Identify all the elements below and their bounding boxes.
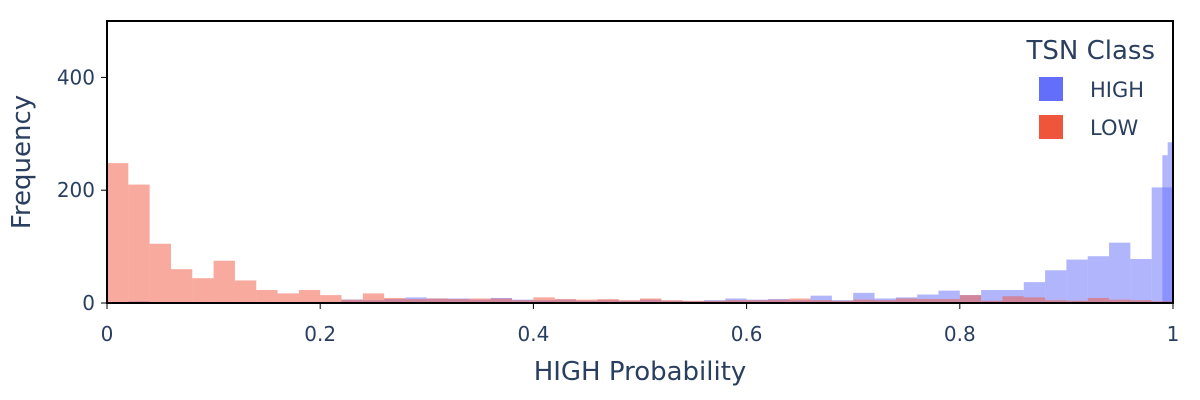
- bar-high-bin-41: [981, 290, 1003, 303]
- legend[interactable]: TSN Class HIGH LOW: [1025, 36, 1155, 140]
- bar-low-bin-7: [256, 290, 278, 303]
- bar-low-bin-30: [746, 300, 768, 303]
- bar-low-bin-40: [959, 295, 982, 303]
- legend-item-high[interactable]: HIGH: [1039, 77, 1144, 102]
- bar-low-bin-47: [1109, 299, 1131, 303]
- bar-low-bin-27: [682, 300, 704, 303]
- x-axis-title: HIGH Probability: [534, 357, 747, 387]
- bar-high-bin-47: [1109, 242, 1131, 303]
- bar-low-bin-46: [1087, 297, 1110, 303]
- x-tick-label: 0.6: [731, 322, 763, 346]
- bar-low-bin-44: [1045, 300, 1067, 303]
- plot-area: [107, 21, 1173, 303]
- bar-low-bin-22: [576, 299, 598, 303]
- bar-low-bin-2: [149, 243, 171, 303]
- bar-low-bin-45: [1066, 300, 1088, 303]
- bar-low-bin-0: [107, 163, 129, 303]
- bar-low-bin-41: [981, 300, 1003, 303]
- bar-low-bin-42: [1002, 296, 1024, 303]
- bar-low-bin-25: [640, 298, 662, 303]
- x-tick-label: 0.8: [944, 322, 976, 346]
- bar-low-bin-12: [362, 293, 385, 303]
- bar-low-bin-20: [533, 297, 555, 303]
- bar-low-bin-4: [192, 278, 214, 303]
- y-tick-label: 200: [57, 178, 95, 202]
- bar-low-bin-17: [469, 298, 491, 303]
- x-tick-label: 1: [1167, 322, 1180, 346]
- bar-low-bin-28: [703, 300, 726, 303]
- bar-low-bin-24: [618, 300, 640, 303]
- bar-low-bin-34: [831, 300, 854, 303]
- bar-high-bin-44: [1045, 270, 1067, 303]
- legend-swatch-high: [1039, 77, 1063, 101]
- bar-high-bin-48: [1130, 259, 1152, 303]
- legend-label-low: LOW: [1090, 116, 1138, 140]
- bar-low-bin-14: [405, 299, 427, 303]
- bar-low-bin-35: [853, 299, 875, 303]
- bar-low-bin-31: [767, 299, 790, 303]
- bar-low-bin-10: [320, 295, 342, 303]
- bar-high-bin-33: [810, 295, 832, 303]
- bar-low-bin-13: [384, 297, 406, 303]
- bar-low-bin-33: [810, 300, 832, 303]
- bars-layer: [107, 142, 1173, 303]
- bar-low-bin-5: [213, 260, 235, 303]
- legend-swatch-low: [1039, 115, 1063, 139]
- bar-high-bin-38: [917, 294, 939, 303]
- bar-low-bin-38: [917, 299, 939, 303]
- x-tick-label: 0: [101, 322, 114, 346]
- bar-low-bin-1: [128, 184, 150, 303]
- plot-frame: [106, 20, 1174, 304]
- bar-low-bin-26: [661, 300, 683, 303]
- ticks-layer: 0 0.2 0.4 0.6 0.8 1 0 200 400: [57, 65, 1180, 346]
- series-low: [107, 163, 1173, 303]
- bar-low-bin-29: [725, 300, 747, 303]
- bar-low-bin-37: [895, 298, 918, 303]
- bar-low-bin-39: [938, 299, 960, 303]
- x-tick-label: 0.4: [517, 322, 549, 346]
- bar-high-fine-1: [1167, 142, 1173, 303]
- y-axis-title: Frequency: [7, 95, 37, 229]
- bar-high-bin-46: [1087, 256, 1110, 303]
- legend-title: TSN Class: [1025, 36, 1155, 66]
- bar-high-bin-35: [853, 292, 875, 303]
- bar-low-bin-43: [1023, 297, 1046, 303]
- bar-low-bin-9: [298, 290, 321, 303]
- bar-low-bin-8: [277, 293, 299, 303]
- bar-low-bin-36: [874, 300, 896, 303]
- bar-low-bin-6: [234, 280, 257, 303]
- x-tick-label: 0.2: [304, 322, 336, 346]
- bar-high-bin-45: [1066, 259, 1088, 303]
- bar-low-bin-32: [789, 298, 811, 303]
- bar-low-bin-16: [448, 299, 470, 303]
- bar-low-bin-11: [341, 299, 363, 303]
- y-tick-label: 400: [57, 65, 95, 89]
- bar-low-bin-19: [512, 300, 534, 303]
- bar-low-bin-48: [1130, 300, 1152, 303]
- bar-low-bin-23: [597, 299, 619, 303]
- y-tick-label: 0: [82, 291, 95, 315]
- legend-item-low[interactable]: LOW: [1039, 115, 1138, 140]
- bar-high-fine-0: [1162, 155, 1168, 303]
- bar-low-bin-21: [554, 299, 577, 303]
- bar-low-bin-3: [170, 269, 193, 303]
- bar-low-bin-15: [426, 298, 449, 303]
- legend-label-high: HIGH: [1090, 78, 1144, 102]
- bar-low-bin-18: [490, 298, 513, 303]
